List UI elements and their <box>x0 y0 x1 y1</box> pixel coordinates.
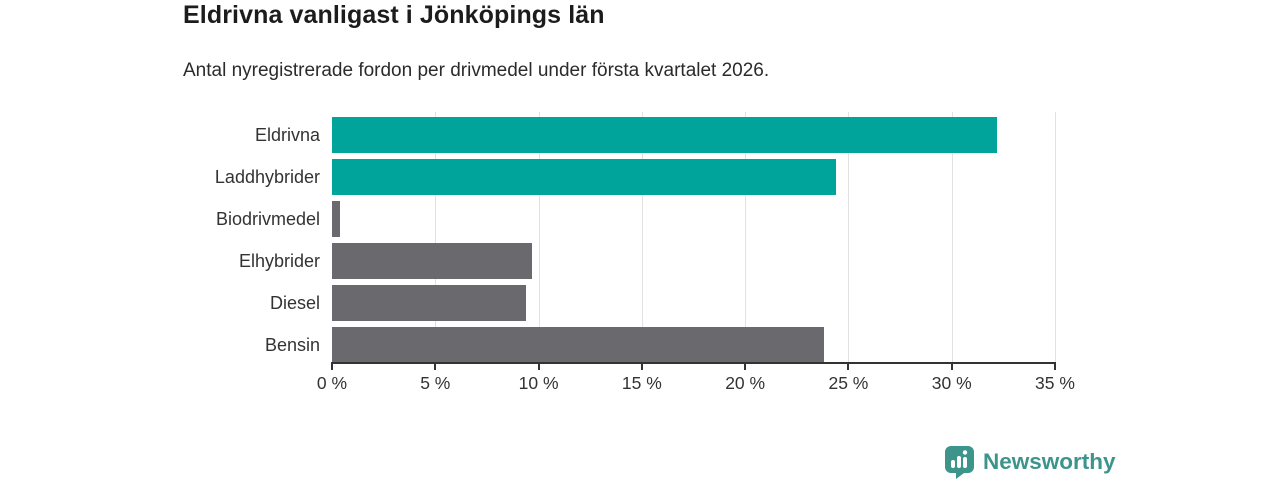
x-tick-label-5%: 5 % <box>420 373 451 393</box>
category-label-eldrivna: Eldrivna <box>254 125 320 145</box>
bar-elhybrider <box>332 243 533 279</box>
x-tick-label-0%: 0 % <box>316 373 348 393</box>
x-tick-label-30%: 30 % <box>931 373 972 393</box>
gridline-35% <box>1055 112 1056 363</box>
gridline-25% <box>848 112 850 363</box>
gridline-15% <box>641 112 643 363</box>
x-tick-0% <box>331 364 333 370</box>
gridline-30% <box>951 112 953 363</box>
category-label-column: Eldrivna Laddhybrider Biodrivmedel Elhybrid… <box>0 112 320 363</box>
x-tick-35% <box>1054 364 1056 370</box>
x-tick-5% <box>434 364 437 370</box>
x-axis-line <box>331 362 1056 364</box>
bar-chart-pin-icon <box>945 446 974 479</box>
newsworthy-logo[interactable]: Newsworthy <box>944 445 1116 479</box>
category-label-bensin: Bensin <box>264 335 320 355</box>
category-label-elhybrider: Elhybrider <box>238 251 320 271</box>
x-tick-10% <box>537 364 540 370</box>
bar-biodrivmedel <box>332 201 341 237</box>
bar-bensin <box>332 327 824 363</box>
x-tick-20% <box>744 364 747 370</box>
x-tick-label-25%: 25 % <box>828 373 869 393</box>
x-tick-label-10%: 10 % <box>518 373 559 393</box>
bar-diesel <box>332 285 527 321</box>
x-tick-25% <box>847 364 850 370</box>
plot-area <box>332 112 1056 363</box>
x-tick-label-15%: 15 % <box>621 373 662 393</box>
bar-eldrivna <box>332 117 998 153</box>
gridline-5% <box>435 112 437 363</box>
gridline-10% <box>538 112 540 363</box>
x-tick-30% <box>950 364 953 370</box>
bar-laddhybrider <box>332 159 837 195</box>
x-tick-15% <box>640 364 643 370</box>
chart-subtitle: Antal nyregistrerade fordon per drivmede… <box>183 60 770 81</box>
gridline-20% <box>745 112 747 363</box>
chart-title: Eldrivna vanligast i Jönköpings län <box>183 1 605 29</box>
x-tick-label-35%: 35 % <box>1035 373 1075 393</box>
newsworthy-wordmark: Newsworthy <box>983 449 1116 474</box>
category-label-biodrivmedel: Biodrivmedel <box>215 209 320 229</box>
category-label-laddhybrider: Laddhybrider <box>214 167 320 187</box>
x-axis: 0 % 5 % 10 % 15 % 20 % 25 % 30 % 35 % <box>317 363 1075 403</box>
category-label-diesel: Diesel <box>269 293 320 313</box>
x-tick-label-20%: 20 % <box>725 373 766 393</box>
